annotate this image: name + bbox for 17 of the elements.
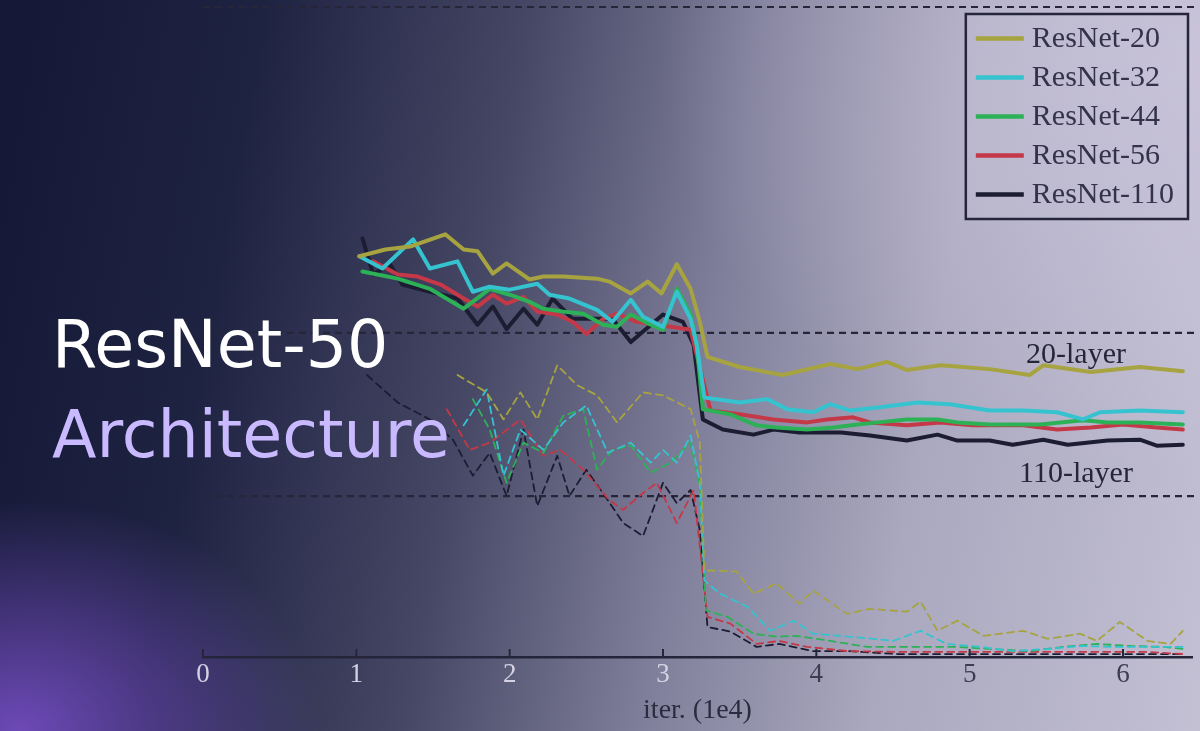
x-tick-label: 1	[349, 658, 364, 689]
legend-label: ResNet-56	[1031, 137, 1161, 171]
x-tick-label: 0	[196, 658, 210, 689]
x-tick-label: 6	[1116, 658, 1130, 689]
ref-line-label: 110-layer	[1019, 454, 1133, 488]
legend-label: ResNet-44	[1031, 98, 1161, 132]
legend-label: ResNet-32	[1031, 59, 1161, 93]
x-tick-label: 5	[962, 658, 977, 689]
x-tick-label: 2	[502, 658, 517, 689]
ref-line-label: 20-layer	[1026, 335, 1126, 369]
legend-label: ResNet-110	[1031, 176, 1175, 210]
x-axis-title: iter. (1e4)	[643, 692, 752, 724]
x-tick-label: 4	[809, 658, 824, 689]
text: Architecture	[52, 397, 450, 472]
text: ResNet-50	[52, 307, 389, 382]
legend-label: ResNet-20	[1031, 20, 1161, 54]
x-tick-label: 3	[656, 658, 670, 689]
